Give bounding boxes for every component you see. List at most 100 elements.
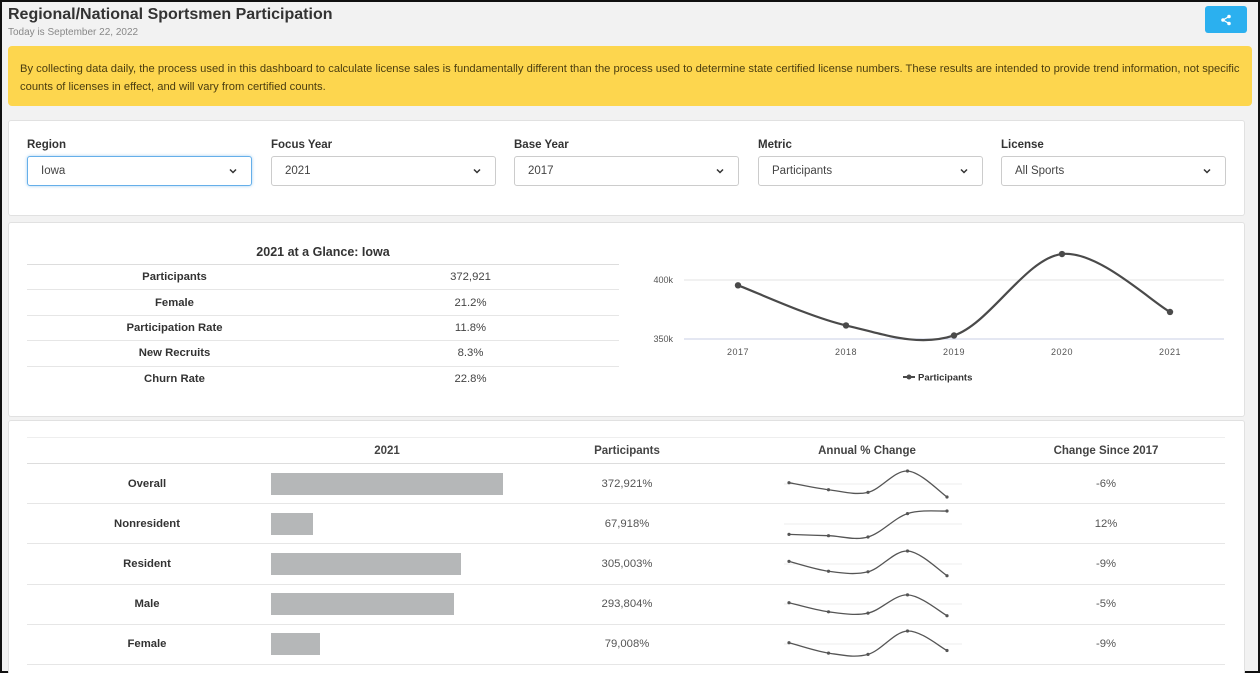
region-value: Iowa: [41, 165, 66, 177]
sparkline-point: [945, 614, 949, 618]
header-participants: Participants: [594, 444, 660, 457]
participants-value: 372,921%: [601, 477, 653, 490]
sparkline-point: [826, 610, 831, 614]
legend-marker: [906, 374, 912, 380]
focus-year-value: 2021: [285, 165, 311, 177]
sparkline-point: [826, 487, 831, 491]
base-year-value: 2017: [528, 165, 554, 177]
glance-row: Participation Rate 11.8%: [27, 316, 619, 342]
participants-bar: [271, 593, 454, 616]
chevron-down-icon: [1203, 168, 1211, 174]
sparkline-point: [945, 509, 949, 513]
header: Regional/National Sportsmen Participatio…: [8, 6, 333, 38]
sparkline-point: [905, 511, 910, 515]
data-point: [842, 322, 850, 329]
x-tick-label: 2019: [943, 347, 965, 357]
metric-filter: Metric Participants: [758, 139, 983, 186]
sparkline-point: [905, 468, 910, 473]
base-year-select[interactable]: 2017: [514, 156, 739, 186]
participants-bar: [271, 552, 461, 575]
base-year-label: Base Year: [514, 139, 569, 151]
sparkline-point: [945, 649, 949, 653]
chevron-down-icon: [716, 168, 724, 174]
glance-value: 21.2%: [454, 296, 487, 309]
license-filter: License All Sports: [1001, 139, 1226, 186]
header-annual-change: Annual % Change: [818, 444, 916, 457]
license-label: License: [1001, 139, 1044, 151]
row-label: Resident: [123, 557, 171, 570]
bar-cell: [267, 512, 507, 535]
license-value: All Sports: [1015, 165, 1065, 177]
table-row: Male 293,804% -5%: [27, 585, 1225, 625]
glance-value: 372,921: [450, 271, 491, 284]
sparkline-point: [787, 532, 791, 536]
header-change-since: Change Since 2017: [1053, 444, 1159, 457]
sparkline-point: [826, 569, 831, 573]
x-tick-label: 2021: [1159, 347, 1181, 357]
chevron-down-icon: [960, 168, 968, 174]
change-since-value: -6%: [1095, 477, 1117, 490]
glance-row: Female 21.2%: [27, 290, 619, 316]
share-button[interactable]: [1205, 6, 1247, 33]
glance-row: New Recruits 8.3%: [27, 341, 619, 367]
focus-year-select[interactable]: 2021: [271, 156, 496, 186]
sparkline-point: [866, 490, 870, 494]
data-point: [734, 282, 742, 289]
glance-value: 8.3%: [457, 347, 484, 360]
row-label: Male: [134, 598, 160, 611]
table-row: Female 79,008% -9%: [27, 625, 1225, 665]
participants-value: 79,008%: [604, 638, 650, 651]
chevron-down-icon: [229, 168, 237, 174]
table-row: Overall 372,921% -6%: [27, 464, 1225, 505]
license-select[interactable]: All Sports: [1001, 156, 1226, 186]
participants-value: 305,003%: [601, 557, 653, 570]
data-point: [1058, 250, 1066, 258]
table-row: Nonresident 67,918% 12%: [27, 504, 1225, 545]
sparkline-point: [945, 494, 949, 499]
sparkline-point: [826, 651, 831, 656]
sparkline-point: [866, 535, 870, 539]
legend-label: Participants: [918, 373, 972, 384]
y-tick-label: 350k: [653, 334, 673, 344]
row-label: Nonresident: [114, 517, 180, 530]
chart-legend: Participants: [903, 373, 972, 384]
change-since-value: -9%: [1095, 638, 1117, 651]
glance-panel: 2021 at a Glance: Iowa Participants 372,…: [8, 222, 1245, 417]
participants-line-chart: 400k 350k 2017 2018 2019 2020 2021 Participants: [653, 250, 1224, 384]
participants-bar: [271, 633, 321, 656]
focus-year-label: Focus Year: [271, 139, 333, 151]
sparkline-point: [787, 641, 791, 645]
page-title: Regional/National Sportsmen Participatio…: [8, 6, 333, 23]
glance-label: Churn Rate: [144, 373, 205, 386]
annual-change-sparkline: [784, 629, 962, 658]
table-row: Resident 305,003% -9%: [27, 544, 1225, 585]
glance-row: Participants 372,921: [27, 265, 619, 291]
region-select[interactable]: Iowa: [27, 156, 252, 186]
share-icon: [1221, 14, 1231, 25]
y-tick-label: 400k: [653, 275, 673, 285]
filters-panel: Region Iowa Focus Year 2021 Base Year 20…: [8, 120, 1245, 216]
participants-bar: [271, 472, 503, 495]
header-year: 2021: [374, 444, 400, 457]
glance-row: Churn Rate 22.8%: [27, 367, 619, 392]
sparkline-cell: [747, 627, 987, 661]
sparkline-point: [866, 570, 870, 574]
sparkline-cell: [747, 467, 987, 501]
sparkline-cell: [747, 587, 987, 621]
base-year-filter: Base Year 2017: [514, 139, 739, 186]
sparkline-line: [788, 509, 948, 539]
sparkline-point: [866, 611, 870, 615]
change-since-value: -9%: [1095, 557, 1117, 570]
glance-label: New Recruits: [138, 347, 211, 360]
participants-value: 67,918%: [604, 517, 650, 530]
metric-select[interactable]: Participants: [758, 156, 983, 186]
x-tick-label: 2020: [1051, 347, 1073, 357]
glance-label: Participation Rate: [126, 321, 223, 334]
series-line-participants: [737, 252, 1171, 342]
bar-cell: [267, 472, 507, 495]
metric-label: Metric: [758, 139, 792, 151]
sparkline-point: [905, 593, 910, 597]
change-since-value: 12%: [1094, 517, 1118, 530]
sparkline-point: [787, 480, 791, 484]
